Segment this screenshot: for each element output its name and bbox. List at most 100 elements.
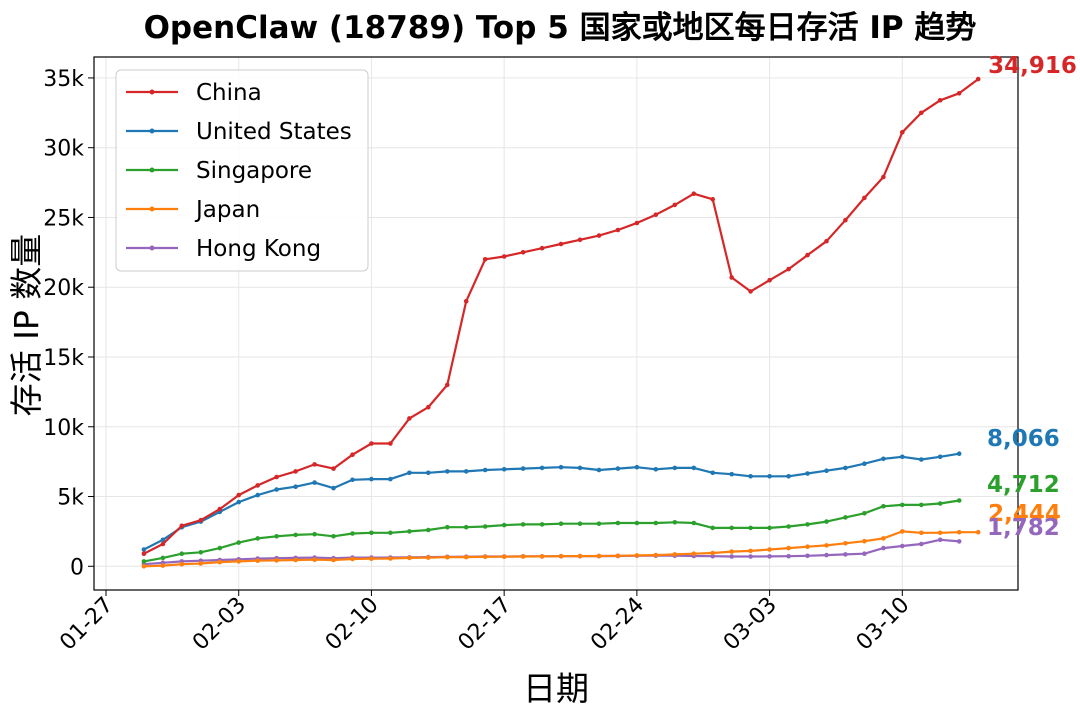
- data-point: [824, 543, 829, 548]
- series-layer: [141, 76, 981, 569]
- data-point: [350, 477, 355, 483]
- data-point: [293, 557, 298, 563]
- data-point: [634, 220, 640, 226]
- data-point: [975, 529, 981, 535]
- data-point: [482, 257, 488, 262]
- x-axis-label: 日期: [523, 669, 589, 708]
- data-point: [596, 467, 602, 473]
- data-point: [653, 212, 659, 217]
- data-point: [482, 467, 488, 473]
- legend-box: [115, 69, 369, 272]
- data-point: [653, 467, 659, 472]
- data-point: [919, 110, 924, 116]
- data-point: [786, 545, 791, 551]
- data-point: [615, 227, 621, 233]
- y-axis-label: 存活 IP 数量: [7, 234, 46, 417]
- data-point: [501, 254, 507, 259]
- data-point: [748, 548, 753, 554]
- data-point: [141, 564, 147, 569]
- data-point: [198, 550, 204, 555]
- data-point: [881, 536, 886, 541]
- data-point: [634, 464, 640, 470]
- legend-marker: [149, 245, 155, 251]
- data-point: [748, 525, 753, 531]
- data-point: [786, 553, 791, 559]
- data-point: [463, 524, 469, 530]
- data-point: [672, 465, 678, 471]
- data-point: [369, 441, 374, 446]
- data-point: [217, 506, 223, 512]
- data-point: [331, 485, 336, 491]
- data-point: [255, 536, 260, 541]
- data-point: [691, 465, 697, 471]
- data-point: [217, 545, 223, 551]
- data-point: [937, 454, 943, 460]
- data-point: [956, 529, 962, 535]
- data-point: [388, 556, 393, 561]
- data-point: [501, 467, 507, 472]
- data-point: [274, 487, 279, 492]
- data-point: [786, 266, 791, 272]
- data-point: [824, 468, 829, 474]
- x-tick-label: 02-10: [321, 593, 384, 656]
- data-point: [179, 523, 185, 529]
- data-point: [900, 529, 905, 534]
- data-point: [520, 554, 526, 559]
- data-point: [767, 547, 772, 552]
- data-point: [900, 454, 905, 460]
- data-point: [672, 552, 678, 557]
- data-point: [577, 465, 583, 471]
- y-tick-label: 30k: [43, 137, 84, 162]
- data-point: [843, 515, 848, 520]
- x-tick-label: 02-03: [188, 593, 251, 656]
- data-point: [445, 469, 450, 474]
- data-point: [350, 531, 355, 536]
- data-point: [312, 557, 317, 562]
- data-point: [388, 441, 393, 446]
- plot-frame: [93, 56, 1019, 591]
- data-point: [293, 469, 298, 474]
- data-point: [577, 553, 583, 559]
- data-point: [729, 554, 734, 559]
- data-point: [482, 554, 488, 560]
- data-point: [862, 538, 867, 544]
- data-point: [445, 382, 450, 388]
- data-point: [331, 466, 336, 471]
- data-point: [141, 551, 147, 556]
- data-point: [615, 466, 621, 471]
- data-point: [160, 537, 166, 543]
- data-point: [160, 555, 166, 561]
- data-point: [520, 466, 526, 471]
- data-point: [369, 530, 374, 536]
- data-point: [748, 474, 753, 479]
- data-point: [388, 476, 393, 482]
- data-point: [881, 504, 886, 509]
- legend-label: Japan: [194, 197, 260, 223]
- end-value-label: 8,066: [987, 426, 1060, 452]
- data-point: [767, 474, 772, 479]
- data-point: [691, 551, 697, 556]
- y-tick-label: 10k: [43, 416, 84, 441]
- data-point: [843, 465, 848, 471]
- data-point: [956, 451, 962, 457]
- data-point: [862, 511, 867, 516]
- data-point: [369, 476, 374, 482]
- data-point: [236, 492, 241, 498]
- data-point: [369, 556, 374, 561]
- data-point: [900, 502, 905, 508]
- data-point: [824, 238, 829, 244]
- data-point: [729, 275, 734, 280]
- data-point: [255, 483, 260, 488]
- data-point: [767, 277, 772, 283]
- x-tick-label: 02-24: [586, 593, 649, 656]
- data-point: [520, 522, 526, 527]
- data-point: [824, 519, 829, 524]
- data-point: [881, 545, 886, 551]
- data-point: [539, 465, 545, 471]
- data-point: [331, 557, 336, 563]
- data-point: [729, 471, 734, 477]
- data-point: [293, 484, 298, 490]
- y-axis: 0 5k 10k 15k 20k 25k 30k 35k: [43, 67, 94, 580]
